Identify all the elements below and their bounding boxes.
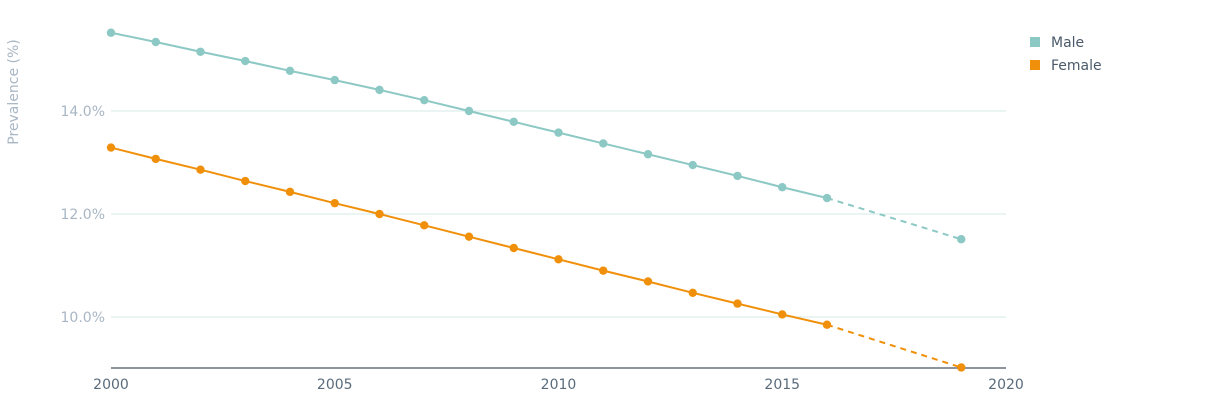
female-data-point	[509, 243, 518, 253]
y-tick-label: 12.0%	[61, 207, 105, 223]
male-data-point	[599, 139, 608, 148]
y-tick-labels: 10.0% 12.0% 14.0%	[61, 104, 105, 326]
female-data-point	[151, 154, 160, 164]
legend-swatch-male	[1030, 37, 1040, 47]
female-data-point	[330, 198, 339, 208]
male-data-point	[733, 171, 742, 181]
x-tick-label: 2020	[988, 377, 1024, 393]
male-data-point	[688, 160, 697, 170]
female-data-point	[554, 255, 563, 264]
series-layer	[106, 28, 966, 372]
y-tick-label: 14.0%	[61, 104, 105, 120]
x-tick-label: 2000	[93, 377, 129, 393]
legend-label-male: Male	[1051, 35, 1084, 51]
female-data-point	[688, 288, 697, 297]
legend-label-female: Female	[1051, 58, 1102, 74]
female-data-point	[464, 232, 474, 241]
x-tick-label: 2010	[541, 377, 577, 393]
x-tick-labels: 2000 2005 2010 2015 2020	[93, 377, 1024, 393]
female-projection-point	[957, 363, 966, 372]
y-tick-label: 10.0%	[61, 310, 105, 326]
male-data-point	[554, 128, 563, 137]
legend: Male Female	[1030, 35, 1102, 74]
male-data-point	[196, 47, 205, 56]
female-data-point	[375, 209, 384, 219]
male-data-point	[420, 95, 429, 105]
female-data-point	[106, 143, 116, 152]
y-axis-label: Prevalence (%)	[6, 39, 22, 145]
male-projection-point	[957, 235, 966, 244]
female-data-point	[643, 277, 653, 286]
female-data-point	[778, 310, 787, 319]
female-data-point	[196, 165, 205, 174]
male-data-point	[643, 150, 653, 159]
male-data-point	[822, 193, 832, 203]
male-projection-line	[826, 197, 962, 241]
male-data-point	[509, 117, 518, 127]
x-tick-label: 2015	[764, 377, 800, 393]
male-data-point	[464, 106, 474, 116]
x-tick-label: 2005	[317, 377, 353, 393]
male-data-point	[778, 183, 787, 192]
legend-swatch-female	[1030, 60, 1040, 70]
male-data-point	[241, 56, 250, 66]
female-data-point	[285, 187, 295, 197]
male-data-point	[375, 85, 384, 95]
male-data-point	[285, 66, 295, 76]
female-data-point	[599, 266, 608, 275]
male-data-point	[330, 75, 339, 85]
female-data-point	[241, 176, 250, 186]
male-data-point	[106, 28, 116, 37]
male-data-point	[151, 37, 160, 47]
y-gridlines	[111, 110, 1006, 318]
female-data-point	[733, 299, 742, 308]
female-projection-line	[826, 323, 962, 369]
female-data-point	[420, 221, 429, 230]
female-data-point	[822, 320, 832, 329]
